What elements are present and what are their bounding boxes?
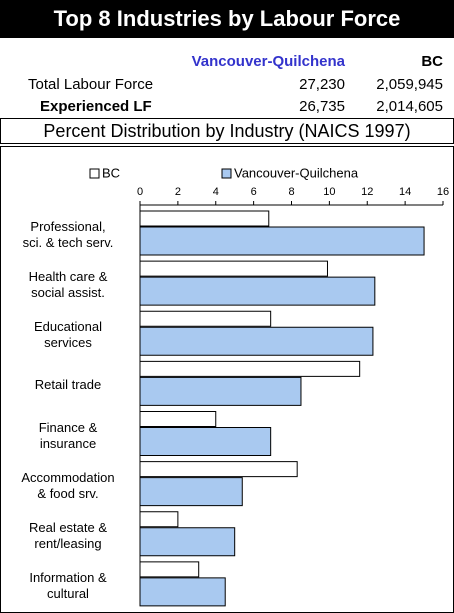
bar bbox=[139, 310, 272, 327]
legend-swatch bbox=[221, 168, 232, 179]
x-tick-label: 4 bbox=[213, 186, 219, 198]
bar bbox=[139, 360, 361, 377]
legend-swatch bbox=[89, 168, 100, 179]
y-tick-label: Accommodation & food srv. bbox=[21, 469, 115, 501]
bar bbox=[139, 577, 226, 607]
y-tick-label: Finance & insurance bbox=[38, 419, 98, 451]
y-tick-label: Real estate & rent/leasing bbox=[28, 519, 108, 551]
cell: 26,735 bbox=[299, 98, 345, 115]
x-tick-label: 16 bbox=[437, 186, 449, 198]
bar bbox=[139, 511, 179, 528]
x-tick-label: 6 bbox=[251, 186, 257, 198]
x-tick-label: 0 bbox=[137, 186, 143, 198]
row-label: Total Labour Force bbox=[28, 76, 154, 93]
bar bbox=[139, 427, 272, 456]
bar bbox=[139, 411, 217, 427]
y-tick-label: Information & cultural bbox=[29, 569, 107, 601]
bar bbox=[139, 527, 236, 557]
x-tick-label: 12 bbox=[361, 186, 373, 198]
bar bbox=[139, 326, 374, 356]
y-tick-label: Educational services bbox=[34, 319, 102, 351]
bar bbox=[139, 210, 270, 227]
x-tick-label: 2 bbox=[175, 186, 181, 198]
x-tick-label: 10 bbox=[323, 186, 335, 198]
title: Top 8 Industries by Labour Force bbox=[0, 0, 454, 38]
column-header: BC bbox=[421, 53, 443, 70]
x-tick-label: 8 bbox=[288, 186, 294, 198]
bar bbox=[139, 376, 302, 406]
bar bbox=[139, 276, 376, 306]
bar bbox=[139, 561, 200, 578]
bar bbox=[139, 260, 328, 277]
y-tick-label: Professional, sci. & tech serv. bbox=[22, 219, 114, 251]
y-tick-label: Retail trade bbox=[34, 377, 102, 393]
bar bbox=[139, 477, 243, 507]
column-header: Vancouver-Quilchena bbox=[191, 53, 345, 70]
cell: 2,059,945 bbox=[376, 76, 443, 93]
legend-label: BC bbox=[102, 165, 120, 180]
row-label: Experienced LF bbox=[40, 98, 152, 115]
bar bbox=[139, 226, 425, 256]
cell: 27,230 bbox=[299, 76, 345, 93]
y-tick-label: Health care & social assist. bbox=[28, 269, 108, 301]
cell: 2,014,605 bbox=[376, 98, 443, 115]
legend-label: Vancouver-Quilchena bbox=[234, 165, 359, 180]
x-tick-label: 14 bbox=[399, 186, 411, 198]
bar bbox=[139, 461, 298, 478]
